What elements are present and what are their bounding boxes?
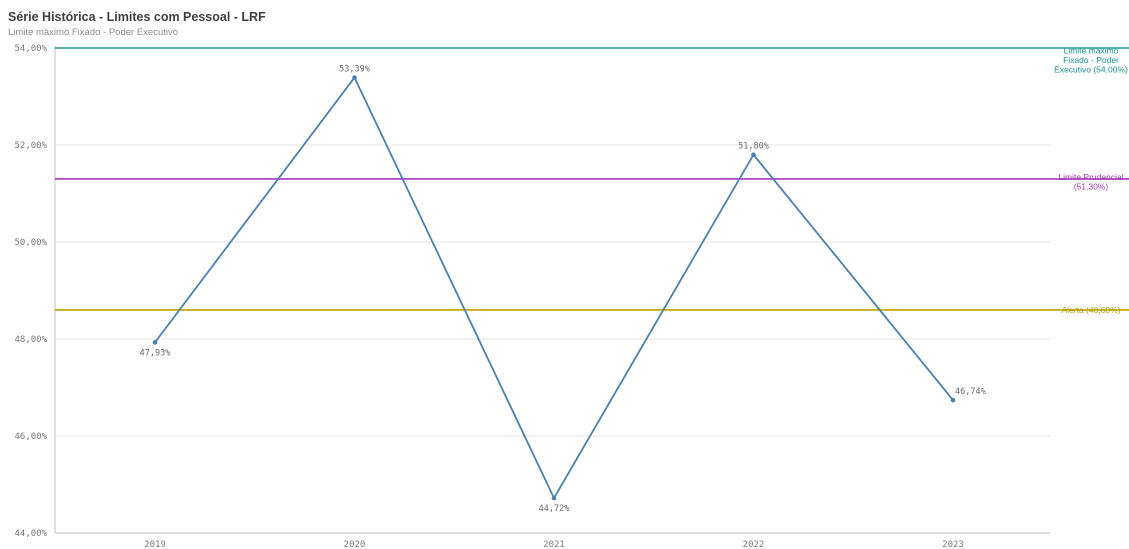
data-point (152, 340, 158, 345)
reference-lines: Limite máximo Fixado - Poder Executivo (54… (55, 46, 1129, 315)
data-label: 53,39% (339, 65, 370, 75)
reference-line-label: Limite máximo Fixado - Poder Executivo (54… (1054, 46, 1128, 75)
y-tick-label: 50,00% (14, 238, 47, 248)
x-tick-label: 2022 (743, 540, 765, 549)
data-point (950, 397, 956, 403)
reference-line-label-line: Limite Prudencial (1058, 172, 1123, 182)
data-labels: 47,93% 53,39% 44,72% 51,80% 46,74% (140, 65, 986, 514)
data-point (352, 75, 357, 80)
gridlines (55, 47, 1050, 534)
reference-line-label-line: (51,30%) (1074, 182, 1109, 192)
y-tick-label: 52,00% (14, 141, 47, 151)
reference-line-label-line: Alerta (48,60%) (1061, 305, 1120, 315)
reference-line-label: Alerta (48,60%) (1061, 305, 1120, 315)
chart-subtitle: Limite máximo Fixado - Poder Executivo (8, 27, 179, 38)
data-label: 44,72% (539, 504, 570, 514)
y-tick-label: 46,00% (14, 432, 47, 442)
y-tick-label: 48,00% (14, 335, 47, 345)
x-tick-label: 2020 (344, 540, 366, 549)
series (152, 75, 956, 501)
x-tick-label: 2019 (144, 540, 166, 549)
y-tick-label: 54,00% (14, 44, 47, 54)
chart-title: Série Histórica - Limites com Pessoal - … (8, 10, 266, 24)
x-tick-label: 2023 (942, 540, 964, 549)
data-label: 51,80% (738, 142, 769, 152)
data-label: 47,93% (140, 348, 171, 358)
reference-line-label-line: Executivo (54,00%) (1054, 65, 1128, 75)
reference-line-label: Limite Prudencial (51,30%) (1058, 172, 1123, 192)
series-line (154, 76, 954, 499)
reference-line-label-line: Fixado - Poder (1063, 55, 1119, 65)
data-label: 46,74% (955, 387, 986, 397)
data-point (751, 152, 756, 157)
axes: 54,00% 52,00% 50,00% 48,00% 46,00% 44,00% 2019… (14, 44, 1050, 549)
x-tick-label: 2021 (543, 540, 565, 549)
data-point (551, 495, 557, 501)
y-tick-label: 44,00% (14, 529, 47, 539)
reference-line-label-line: Limite máximo (1064, 46, 1119, 56)
